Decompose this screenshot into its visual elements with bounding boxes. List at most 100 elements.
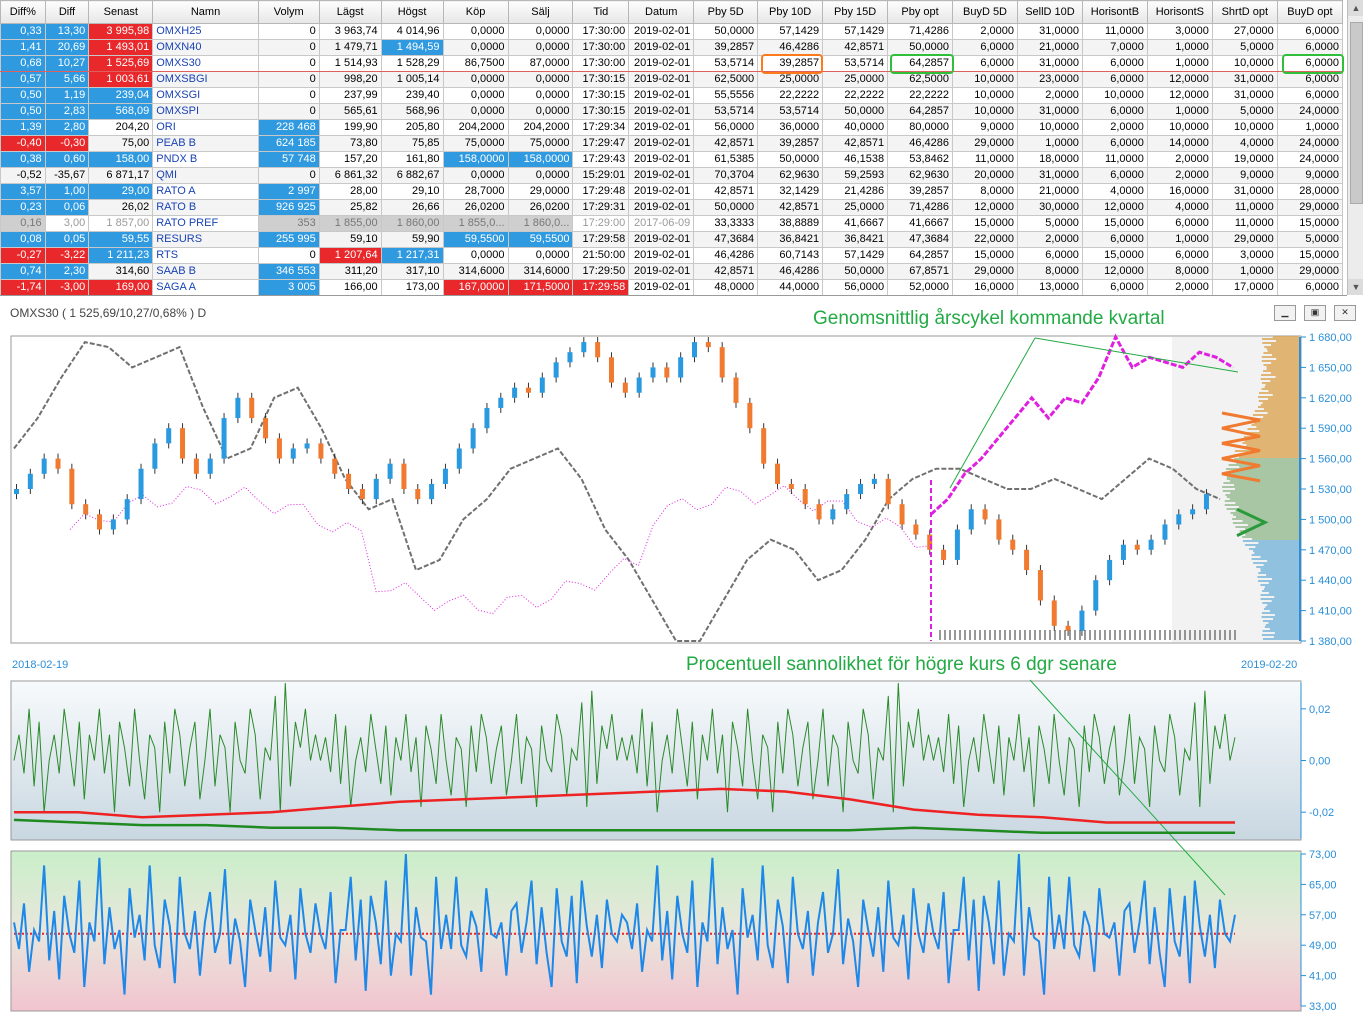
table-cell: 17:29:00: [572, 215, 630, 232]
table-cell: 158,0000: [507, 151, 574, 168]
table-cell: 22,0000: [952, 231, 1018, 248]
restore-icon[interactable]: ▣: [1304, 305, 1326, 321]
close-icon[interactable]: ✕: [1334, 305, 1356, 321]
candle-body: [996, 519, 1002, 540]
column-header[interactable]: BuyD 5D: [952, 0, 1018, 24]
table-cell: 75,85: [380, 135, 444, 152]
table-cell: 16,0000: [952, 279, 1018, 295]
column-header[interactable]: Senast: [88, 0, 154, 24]
column-header[interactable]: Namn: [152, 0, 259, 24]
table-row[interactable]: -0,40 -0,30 75,00 PEAB B 624 185 73,80 75,85 75…: [0, 135, 1344, 152]
table-cell: 13,0000: [1016, 279, 1083, 295]
table-row[interactable]: 0,68 10,27 1 525,69 OMXS30 0 1 514,93 1 528,29…: [0, 55, 1344, 72]
table-cell: 3,00: [44, 215, 90, 232]
candle-body: [553, 362, 559, 378]
column-header[interactable]: SellD 10D: [1016, 0, 1083, 24]
prior-year-overlay-line: [13, 340, 1221, 642]
table-cell: 21,0000: [1016, 183, 1083, 200]
table-cell: 50,0000: [822, 263, 889, 280]
table-cell: 10,0000: [1211, 55, 1278, 72]
table-row[interactable]: 0,33 13,30 3 995,98 OMXH25 0 3 963,74 4 014,96…: [0, 23, 1344, 40]
table-cell: 17,0000: [1211, 279, 1278, 295]
table-row[interactable]: -0,52 -35,67 6 871,17 QMI 0 6 861,32 6 882,67 0…: [0, 167, 1344, 184]
table-cell: 6,0000: [1081, 71, 1148, 88]
table-cell: 3,57: [0, 183, 46, 200]
candle-body: [719, 347, 725, 378]
candle-body: [788, 483, 794, 489]
table-cell: 0,0000: [507, 71, 574, 88]
table-cell: 2019-02-01: [628, 183, 695, 200]
column-header[interactable]: Diff%: [0, 0, 46, 24]
column-header[interactable]: Datum: [628, 0, 695, 24]
table-cell: 12,0000: [1081, 199, 1148, 216]
candle-body: [1051, 600, 1057, 626]
table-cell: 1,0000: [1146, 103, 1213, 120]
table-cell: 158,0000: [442, 151, 509, 168]
candle-body: [1120, 544, 1126, 560]
table-cell: 2,30: [44, 263, 90, 280]
table-cell: 8,0000: [952, 183, 1018, 200]
table-cell: 17:29:50: [572, 263, 630, 280]
table-cell: 1 525,69: [88, 55, 154, 72]
table-cell: 29,0000: [1276, 263, 1344, 280]
table-cell: 52,0000: [887, 279, 954, 295]
table-row[interactable]: 0,57 5,66 1 003,61 OMXSBGI 0 998,20 1 005,14 0,…: [0, 71, 1344, 88]
table-cell: 0,08: [0, 231, 46, 248]
column-header[interactable]: Tid: [572, 0, 630, 24]
price-axis-label: 1 470,00: [1309, 545, 1352, 557]
table-row[interactable]: 0,08 0,05 59,55 RESURS 255 995 59,10 59,90 59,5…: [0, 231, 1344, 248]
table-row[interactable]: 0,23 0,06 26,02 RATO B 926 925 25,82 26,66 26,0…: [0, 199, 1344, 216]
candle-body: [1079, 610, 1085, 631]
candle-body: [429, 483, 435, 500]
table-cell: 17:30:15: [572, 71, 630, 88]
table-scrollbar[interactable]: ▲ ▼: [1347, 0, 1363, 295]
table-cell: 2019-02-01: [628, 199, 695, 216]
date-start-label: 2018-02-19: [12, 659, 69, 671]
table-cell: 48,0000: [693, 279, 759, 295]
probability-axis-label: 65,00: [1309, 879, 1337, 891]
table-cell: 4,0000: [1146, 199, 1213, 216]
table-cell: 6,0000: [1081, 279, 1148, 295]
column-header[interactable]: HorisontB: [1081, 0, 1148, 24]
candle-body: [705, 342, 711, 348]
table-row[interactable]: 0,74 2,30 314,60 SAAB B 346 553 311,20 317,10 3…: [0, 263, 1344, 280]
annotation-leader-mid: [1029, 679, 1226, 896]
price-axis-label: 1 500,00: [1309, 514, 1352, 526]
table-row[interactable]: 0,38 0,60 158,00 PNDX B 57 748 157,20 161,80 15…: [0, 151, 1344, 168]
minimize-icon[interactable]: ▁: [1274, 305, 1296, 321]
table-row[interactable]: 1,39 2,80 204,20 ORI 228 468 199,90 205,80 204,…: [0, 119, 1344, 136]
future-zigzag-orange: [1221, 411, 1261, 483]
table-cell: 12,0000: [952, 199, 1018, 216]
table-cell: 9,0000: [1276, 167, 1344, 184]
column-header[interactable]: Köp: [442, 0, 509, 24]
table-cell: 2,0000: [1081, 119, 1148, 136]
table-cell: 11,0000: [1081, 151, 1148, 168]
annotation-probability: Procentuell sannolikhet för högre kurs 6…: [686, 654, 1117, 675]
scroll-down-icon[interactable]: ▼: [1348, 279, 1363, 295]
column-header[interactable]: Pby opt: [887, 0, 954, 24]
column-header[interactable]: Högst: [380, 0, 444, 24]
column-header[interactable]: Pby 5D: [693, 0, 759, 24]
table-cell: 15,0000: [952, 247, 1018, 264]
column-header[interactable]: BuyD opt: [1276, 0, 1344, 24]
table-cell: 24,0000: [1276, 151, 1344, 168]
table-cell: 0,0000: [507, 39, 574, 56]
scroll-up-icon[interactable]: ▲: [1348, 0, 1363, 16]
momentum-green-band: [13, 818, 1235, 835]
table-cell: 13,30: [44, 23, 90, 40]
quote-table[interactable]: Diff% Diff Senast Namn Volym Lägst Högst Köp Säl…: [0, 0, 1347, 296]
table-cell: 12,0000: [1081, 263, 1148, 280]
instrument-name-cell: OMXSGI: [152, 87, 259, 104]
table-cell: 169,00: [88, 279, 154, 295]
candle-body: [276, 438, 282, 459]
candle-body: [1037, 570, 1043, 601]
candle-body: [871, 478, 877, 484]
column-header[interactable]: Pby 15D: [822, 0, 889, 24]
candle-body: [1024, 549, 1030, 571]
table-cell: 926 925: [257, 199, 320, 216]
table-row[interactable]: 0,50 2,83 568,09 OMXSPI 0 565,61 568,96 0,0000 0…: [0, 103, 1344, 120]
table-cell: 41,6667: [887, 215, 954, 232]
